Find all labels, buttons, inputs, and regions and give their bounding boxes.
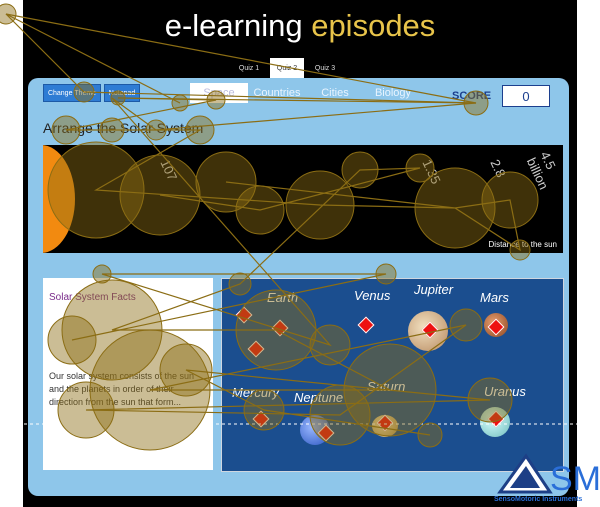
- tab-quiz-2[interactable]: Quiz 2: [270, 58, 304, 78]
- tab-cities[interactable]: Cities: [321, 87, 349, 99]
- sun-icon: [43, 145, 75, 253]
- drop-target-mercury[interactable]: [252, 410, 270, 428]
- change-theme-button[interactable]: Change Theme: [43, 84, 101, 102]
- score-label: SCORE: [452, 90, 492, 102]
- facts-title: Solar System Facts: [49, 292, 136, 303]
- planet-label-neptune: Neptune: [294, 390, 344, 405]
- page-title: e-learning episodes: [0, 8, 600, 44]
- left-margin: [0, 0, 23, 507]
- tab-quiz-3[interactable]: Quiz 3: [314, 64, 336, 72]
- planet-label-saturn: Saturn: [367, 379, 406, 394]
- smi-logo-icon: SMI: [497, 453, 600, 498]
- tab-countries[interactable]: Countries: [253, 87, 301, 99]
- title-part-2: episodes: [311, 8, 436, 43]
- smi-logo-text: SMI: [550, 460, 600, 498]
- tab-quiz-1[interactable]: Quiz 1: [238, 64, 260, 72]
- title-part-1: e-learning: [164, 8, 303, 43]
- planet-label-jupiter: Jupiter: [414, 282, 454, 297]
- right-margin: [577, 0, 600, 507]
- drop-target-earth[interactable]: [235, 306, 253, 324]
- distance-label: 107: [157, 157, 181, 184]
- planet-label-uranus: Uranus: [484, 384, 526, 399]
- planet-board: Earth Venus Jupiter Mars Mercury Neptune…: [221, 278, 564, 472]
- planet-label-earth: Earth: [267, 290, 299, 305]
- tab-biology[interactable]: Biology: [374, 87, 412, 99]
- distance-caption: Distance to the sun: [488, 240, 557, 249]
- distance-label: 1.35: [419, 157, 444, 187]
- tab-space[interactable]: Space: [190, 83, 248, 103]
- drop-target-earth-2[interactable]: [271, 319, 289, 337]
- section-title: Arrange the Solar System: [43, 120, 204, 136]
- notepad-button[interactable]: Notepad: [104, 84, 140, 102]
- distance-label: 4.5 billion: [523, 149, 559, 192]
- drop-target-earth-3[interactable]: [247, 340, 265, 358]
- company-name: SensoMotoric Instruments: [494, 496, 583, 503]
- subject-tabs: Space Countries Cities Biology: [190, 83, 422, 103]
- planet-label-venus: Venus: [354, 288, 391, 303]
- drop-target-venus[interactable]: [357, 316, 375, 334]
- score-value: 0: [502, 85, 550, 107]
- facts-text: Our solar system consists of the sun and…: [49, 371, 195, 407]
- quiz-tabs: Quiz 1 Quiz 2 Quiz 3: [232, 58, 342, 78]
- distance-strip: 107 1.35 2.8 4.5 billion Distance to the…: [43, 145, 563, 253]
- planet-label-mercury: Mercury: [232, 385, 279, 400]
- planet-label-mars: Mars: [480, 290, 509, 305]
- distance-label: 2.8: [487, 157, 509, 180]
- facts-panel: Solar System Facts Our solar system cons…: [43, 278, 213, 470]
